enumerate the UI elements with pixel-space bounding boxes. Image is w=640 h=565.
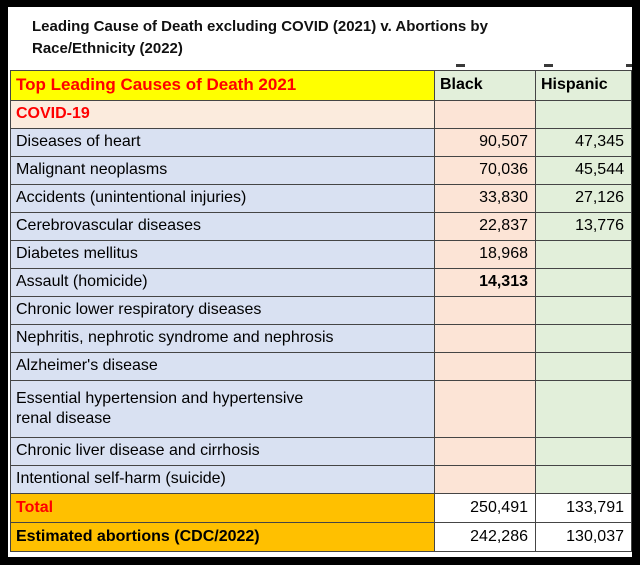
- cause-label: Nephritis, nephrotic syndrome and nephro…: [10, 323, 435, 353]
- hispanic-value: 27,126: [535, 183, 632, 213]
- total-black-value: 250,491: [434, 492, 536, 523]
- table-row: Assault (homicide) 14,313: [10, 267, 632, 297]
- cause-label: Chronic liver disease and cirrhosis: [10, 436, 435, 466]
- black-value: [434, 99, 536, 129]
- table-row: Malignant neoplasms 70,036 45,544: [10, 155, 632, 185]
- black-value: 22,837: [434, 211, 536, 241]
- table-row: Diseases of heart 90,507 47,345: [10, 127, 632, 157]
- table-row: Alzheimer's disease: [10, 351, 632, 381]
- clipped-row-remnant: [8, 62, 632, 70]
- clipped-text-mark: [544, 63, 553, 67]
- cause-label: Accidents (unintentional injuries): [10, 183, 435, 213]
- cause-label: Malignant neoplasms: [10, 155, 435, 185]
- table-row: Chronic lower respiratory diseases: [10, 295, 632, 325]
- hispanic-value: [535, 267, 632, 297]
- cause-label: Diabetes mellitus: [10, 239, 435, 269]
- black-value: [434, 436, 536, 466]
- black-value: 18,968: [434, 239, 536, 269]
- clipped-text-mark: [626, 63, 632, 67]
- black-value: [434, 464, 536, 494]
- clipped-text-mark: [456, 63, 465, 67]
- hispanic-value: [535, 99, 632, 129]
- content-area: Leading Cause of Death excluding COVID (…: [8, 7, 632, 557]
- total-hispanic-value: 133,791: [535, 492, 632, 523]
- total-label: Total: [10, 492, 435, 523]
- abortions-row: Estimated abortions (CDC/2022) 242,286 1…: [10, 521, 632, 552]
- table-row: Cerebrovascular diseases 22,837 13,776: [10, 211, 632, 241]
- death-vs-abortions-table: Top Leading Causes of Death 2021 Black H…: [10, 69, 632, 552]
- header-hispanic: Hispanic: [535, 69, 632, 101]
- hispanic-value: [535, 464, 632, 494]
- black-value: 90,507: [434, 127, 536, 157]
- black-value: [434, 379, 536, 438]
- cause-label: Assault (homicide): [10, 267, 435, 297]
- cause-label: Alzheimer's disease: [10, 351, 435, 381]
- header-black: Black: [434, 69, 536, 101]
- title-line-2: Race/Ethnicity (2022): [32, 39, 183, 57]
- hispanic-value: [535, 436, 632, 466]
- black-value: [434, 295, 536, 325]
- cause-label: COVID-19: [10, 99, 435, 129]
- header-causes: Top Leading Causes of Death 2021: [10, 69, 435, 101]
- hispanic-value: [535, 295, 632, 325]
- black-value: 33,830: [434, 183, 536, 213]
- hispanic-value: [535, 351, 632, 381]
- cause-label: Intentional self-harm (suicide): [10, 464, 435, 494]
- table-row: COVID-19: [10, 99, 632, 129]
- cause-label: Diseases of heart: [10, 127, 435, 157]
- cause-label: Chronic lower respiratory diseases: [10, 295, 435, 325]
- abortions-black-value: 242,286: [434, 521, 536, 552]
- table-row: Chronic liver disease and cirrhosis: [10, 436, 632, 466]
- title-line-1: Leading Cause of Death excluding COVID (…: [32, 18, 488, 35]
- cause-label: Cerebrovascular diseases: [10, 211, 435, 241]
- hispanic-value: 13,776: [535, 211, 632, 241]
- header-row: Top Leading Causes of Death 2021 Black H…: [10, 69, 632, 101]
- hispanic-value: [535, 239, 632, 269]
- abortions-hispanic-value: 130,037: [535, 521, 632, 552]
- abortions-label: Estimated abortions (CDC/2022): [10, 521, 435, 552]
- table-row: Accidents (unintentional injuries) 33,830…: [10, 183, 632, 213]
- hispanic-value: [535, 379, 632, 438]
- black-value: 14,313: [434, 267, 536, 297]
- page-title: Leading Cause of Death excluding COVID (…: [8, 7, 632, 62]
- black-value: 70,036: [434, 155, 536, 185]
- black-value: [434, 351, 536, 381]
- table-row: Essential hypertension and hypertensive …: [10, 379, 632, 438]
- table-row: Diabetes mellitus 18,968: [10, 239, 632, 269]
- hispanic-value: 47,345: [535, 127, 632, 157]
- cause-label: Essential hypertension and hypertensive …: [10, 379, 435, 438]
- total-row: Total 250,491 133,791: [10, 492, 632, 523]
- black-value: [434, 323, 536, 353]
- hispanic-value: [535, 323, 632, 353]
- hispanic-value: 45,544: [535, 155, 632, 185]
- table-row: Nephritis, nephrotic syndrome and nephro…: [10, 323, 632, 353]
- table-row: Intentional self-harm (suicide): [10, 464, 632, 494]
